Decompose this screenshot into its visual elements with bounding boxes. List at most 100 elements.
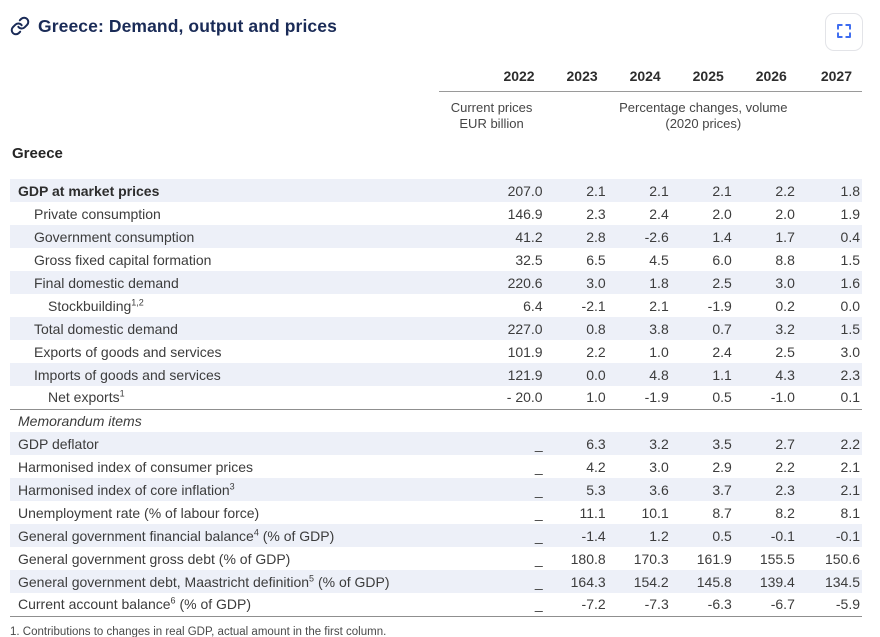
unit-line: (2020 prices)	[665, 116, 742, 131]
cell-value: _	[438, 593, 545, 617]
cell-value: -6.7	[733, 593, 797, 617]
cell-value: 3.8	[607, 317, 671, 340]
cell-value: 2.1	[796, 478, 862, 501]
cell-value: 2.5	[775, 343, 795, 360]
year-header-2025: 2025	[670, 62, 734, 92]
label-column-header	[10, 62, 439, 92]
row-label: Current account balance6 (% of GDP)	[10, 593, 439, 617]
cell-value: 2.3	[733, 478, 797, 501]
row-label: General government financial balance4 (%…	[10, 524, 439, 547]
link-icon[interactable]	[10, 16, 30, 36]
fullscreen-expand-button[interactable]	[825, 13, 863, 51]
cell-value: 3.0	[733, 271, 797, 294]
unit-line: Percentage changes, volume	[619, 100, 788, 115]
cell-value: 0.0	[544, 363, 608, 386]
cell-value: 2.3	[796, 363, 862, 386]
cell-value: 3.0	[544, 271, 608, 294]
cell-value: 3.6	[607, 478, 671, 501]
cell-value: 227.0	[438, 317, 545, 340]
table-row: General government gross debt (% of GDP)…	[10, 547, 862, 570]
table-row: Government consumption 41.2 2.8 -2.6 1.4 1.7 0…	[10, 225, 862, 248]
row-label: General government debt, Maastricht defi…	[10, 570, 439, 593]
cell-value: -7.3	[607, 593, 671, 617]
cell-value: _	[534, 504, 543, 521]
spacer-row	[10, 162, 862, 179]
cell-value: 10.1	[641, 504, 669, 521]
cell-value: 1.8	[796, 179, 862, 202]
cell-value: 3.5	[670, 432, 734, 455]
table-row: Private consumption 146.9 2.3 2.4 2.0 2.0 1.9	[10, 202, 862, 225]
cell-value: 180.8	[570, 550, 606, 567]
fullscreen-expand-icon	[835, 22, 853, 43]
table-row: Exports of goods and services 101.9 2.2 1.0…	[10, 340, 862, 363]
cell-value: 2.2	[796, 432, 862, 455]
cell-value: 11.1	[579, 504, 606, 521]
unit-line: Current prices	[450, 100, 533, 115]
cell-value: -2.1	[581, 297, 606, 314]
cell-value: 4.3	[733, 363, 797, 386]
row-label: Exports of goods and services	[34, 343, 222, 360]
row-label: Stockbuilding1,2	[48, 296, 144, 314]
unit-current-prices: Current prices EUR billion	[439, 92, 545, 134]
cell-value: _	[438, 524, 545, 547]
unit-line: EUR billion	[459, 116, 524, 131]
cell-value: 2.1	[840, 458, 860, 475]
cell-value: 155.5	[759, 550, 795, 567]
cell-value: 32.5	[515, 251, 543, 268]
table-row: Harmonised index of consumer prices _ 4.2 3…	[10, 455, 862, 478]
cell-value: - 20.0	[438, 386, 545, 410]
cell-value: 4.2	[586, 458, 606, 475]
cell-value: -1.9	[707, 297, 732, 314]
cell-value: 2.4	[649, 205, 669, 222]
cell-value: 41.2	[438, 225, 545, 248]
cell-value: _	[438, 432, 545, 455]
cell-value: -7.2	[544, 593, 608, 617]
table-row: General government financial balance4 (%…	[10, 524, 862, 547]
cell-value: 1.7	[733, 225, 797, 248]
cell-value: 2.0	[712, 205, 732, 222]
cell-value: 1.0	[544, 386, 608, 410]
cell-value: 121.9	[438, 363, 545, 386]
table-row: GDP at market prices 207.0 2.1 2.1 2.1 2.2 1.8	[10, 179, 862, 202]
page-title: Greece: Demand, output and prices	[38, 16, 337, 36]
cell-value: -0.1	[796, 524, 862, 547]
cell-value: 8.2	[775, 504, 795, 521]
cell-value: 6.3	[544, 432, 608, 455]
row-label: Memorandum items	[18, 412, 142, 429]
cell-value: -1.0	[733, 386, 797, 410]
cell-value: 2.4	[712, 343, 732, 360]
cell-value: 207.0	[438, 179, 545, 202]
cell-value: 3.2	[733, 317, 797, 340]
row-label: Total domestic demand	[10, 317, 439, 340]
cell-value: 0.2	[775, 297, 795, 314]
cell-value: 5.3	[544, 478, 608, 501]
cell-value: 2.1	[544, 179, 608, 202]
cell-value: 164.3	[544, 570, 608, 593]
cell-value: 1.0	[649, 343, 669, 360]
cell-value: -0.1	[733, 524, 797, 547]
cell-value: 1.5	[796, 317, 862, 340]
table-row: Imports of goods and services 121.9 0.0 4.8…	[10, 363, 862, 386]
year-header-2022: 2022	[438, 62, 545, 92]
table-row: Memorandum items	[10, 409, 862, 432]
cell-value: 8.7	[712, 504, 732, 521]
row-label: Net exports1	[10, 386, 439, 410]
cell-value: 8.8	[775, 251, 795, 268]
row-label: GDP at market prices	[10, 179, 439, 202]
cell-value: 101.9	[507, 343, 543, 360]
country-label-row: Greece	[10, 133, 862, 162]
table-row: GDP deflator _ 6.3 3.2 3.5 2.7 2.2	[10, 432, 862, 455]
cell-value: 134.5	[796, 570, 862, 593]
table-row: Unemployment rate (% of labour force) _ 11…	[10, 501, 862, 524]
row-label: General government gross debt (% of GDP)	[18, 550, 291, 567]
cell-value: 220.6	[438, 271, 545, 294]
cell-value: _	[534, 550, 543, 567]
cell-value: 1.6	[796, 271, 862, 294]
cell-value: 0.1	[796, 386, 862, 410]
cell-value: -5.9	[796, 593, 862, 617]
cell-value: 6.4	[523, 297, 543, 314]
unit-percentage-changes: Percentage changes, volume (2020 prices)	[545, 92, 862, 134]
cell-value: 1.8	[607, 271, 671, 294]
country-label: Greece	[12, 145, 63, 162]
cell-value: 146.9	[507, 205, 543, 222]
